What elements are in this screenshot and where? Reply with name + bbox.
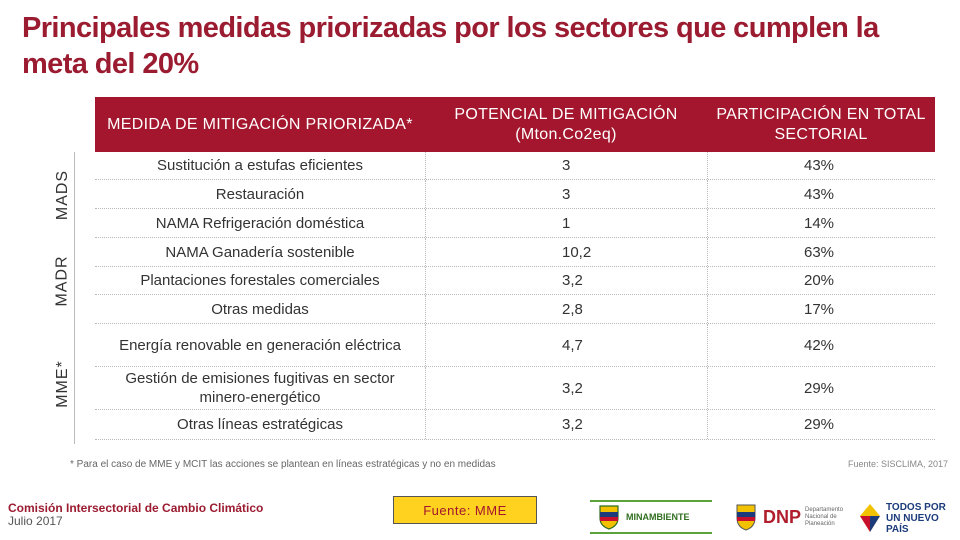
footer-date: Julio 2017 <box>8 514 63 528</box>
potential-cell: 2,8 <box>425 295 707 323</box>
potential-cell: 3,2 <box>425 410 707 439</box>
measure-cell: Otras medidas <box>211 300 309 318</box>
nuevo-pais-flag-icon <box>860 504 880 532</box>
table-header: MEDIDA DE MITIGACIÓN PRIORIZADA* POTENCI… <box>95 97 935 152</box>
table-row: Otras medidas 2,8 17% <box>95 295 935 324</box>
table-row: Restauración 3 43% <box>95 180 935 209</box>
potential-cell: 3 <box>425 180 707 208</box>
sector-label-madr: MADR <box>52 238 75 324</box>
measure-cell: NAMA Refrigeración doméstica <box>155 214 365 232</box>
header-participation: PARTICIPACIÓN EN TOTAL SECTORIAL <box>716 105 926 143</box>
minambiente-logo: MINAMBIENTE <box>590 500 712 534</box>
tpnp-logo-text: TODOS POR UN NUEVO PAÍS <box>886 501 946 535</box>
minambiente-logo-text: MINAMBIENTE <box>626 512 690 522</box>
table-row: Gestión de emisiones fugitivas en sector… <box>95 367 935 410</box>
participation-cell: 43% <box>707 152 935 179</box>
participation-cell: 20% <box>707 267 935 294</box>
measures-table: MEDIDA DE MITIGACIÓN PRIORIZADA* POTENCI… <box>95 97 935 440</box>
potential-cell: 10,2 <box>425 238 707 266</box>
sector-label-mads: MADS <box>52 152 75 238</box>
header-potential: POTENCIAL DE MITIGACIÓN (Mton.Co2eq) <box>454 105 678 143</box>
organization-name: Comisión Intersectorial de Cambio Climát… <box>8 501 264 515</box>
colombia-shield-icon <box>599 505 619 530</box>
table-row: Sustitución a estufas eficientes 3 43% <box>95 152 935 180</box>
participation-cell: 63% <box>707 238 935 266</box>
measure-cell: Restauración <box>215 185 305 203</box>
todos-por-un-nuevo-pais-logo: TODOS POR UN NUEVO PAÍS <box>858 498 950 538</box>
dnp-logo: DNP Departamento Nacional de Planeación <box>735 500 849 534</box>
sector-label-text: MADR <box>54 255 72 307</box>
sector-label-mme: MME* <box>52 324 75 444</box>
potential-cell: 1 <box>425 209 707 237</box>
footnote-source: Fuente: SISCLIMA, 2017 <box>848 459 949 469</box>
header-measure: MEDIDA DE MITIGACIÓN PRIORIZADA* <box>107 115 413 133</box>
colombia-shield-icon <box>736 504 756 531</box>
table-row: Plantaciones forestales comerciales 3,2 … <box>95 267 935 295</box>
dnp-logo-text: DNP <box>763 506 802 527</box>
potential-cell: 3,2 <box>425 367 707 409</box>
measure-cell: Plantaciones forestales comerciales <box>140 272 380 289</box>
measure-cell: Sustitución a estufas eficientes <box>157 157 363 174</box>
table-row: NAMA Refrigeración doméstica 1 14% <box>95 209 935 238</box>
participation-cell: 42% <box>707 324 935 366</box>
sector-label-text: MADS <box>54 169 72 221</box>
participation-cell: 14% <box>707 209 935 237</box>
potential-cell: 3,2 <box>425 267 707 294</box>
dnp-logo-subtitle: Departamento Nacional de Planeación <box>805 506 844 527</box>
participation-cell: 17% <box>707 295 935 323</box>
sector-label-text: MME* <box>54 360 71 408</box>
table-row: Otras líneas estratégicas 3,2 29% <box>95 410 935 440</box>
participation-cell: 29% <box>707 367 935 409</box>
table-row: Energía renovable en generación eléctric… <box>95 324 935 367</box>
slide-title: Principales medidas priorizadas por los … <box>22 12 879 80</box>
measure-cell: NAMA Ganadería sostenible <box>165 243 355 261</box>
source-box: Fuente: MME <box>393 496 537 524</box>
table-footnote: * Para el caso de MME y MCIT las accione… <box>70 459 496 470</box>
table-row: NAMA Ganadería sostenible 10,2 63% <box>95 238 935 267</box>
participation-cell: 29% <box>707 410 935 439</box>
measure-cell: Gestión de emisiones fugitivas en sector… <box>125 370 395 406</box>
potential-cell: 3 <box>425 152 707 179</box>
potential-cell: 4,7 <box>425 324 707 366</box>
measure-cell: Energía renovable en generación eléctric… <box>119 336 401 354</box>
measure-cell: Otras líneas estratégicas <box>177 416 343 433</box>
footer-organization: Comisión Intersectorial de Cambio Climát… <box>8 502 263 528</box>
participation-cell: 43% <box>707 180 935 208</box>
